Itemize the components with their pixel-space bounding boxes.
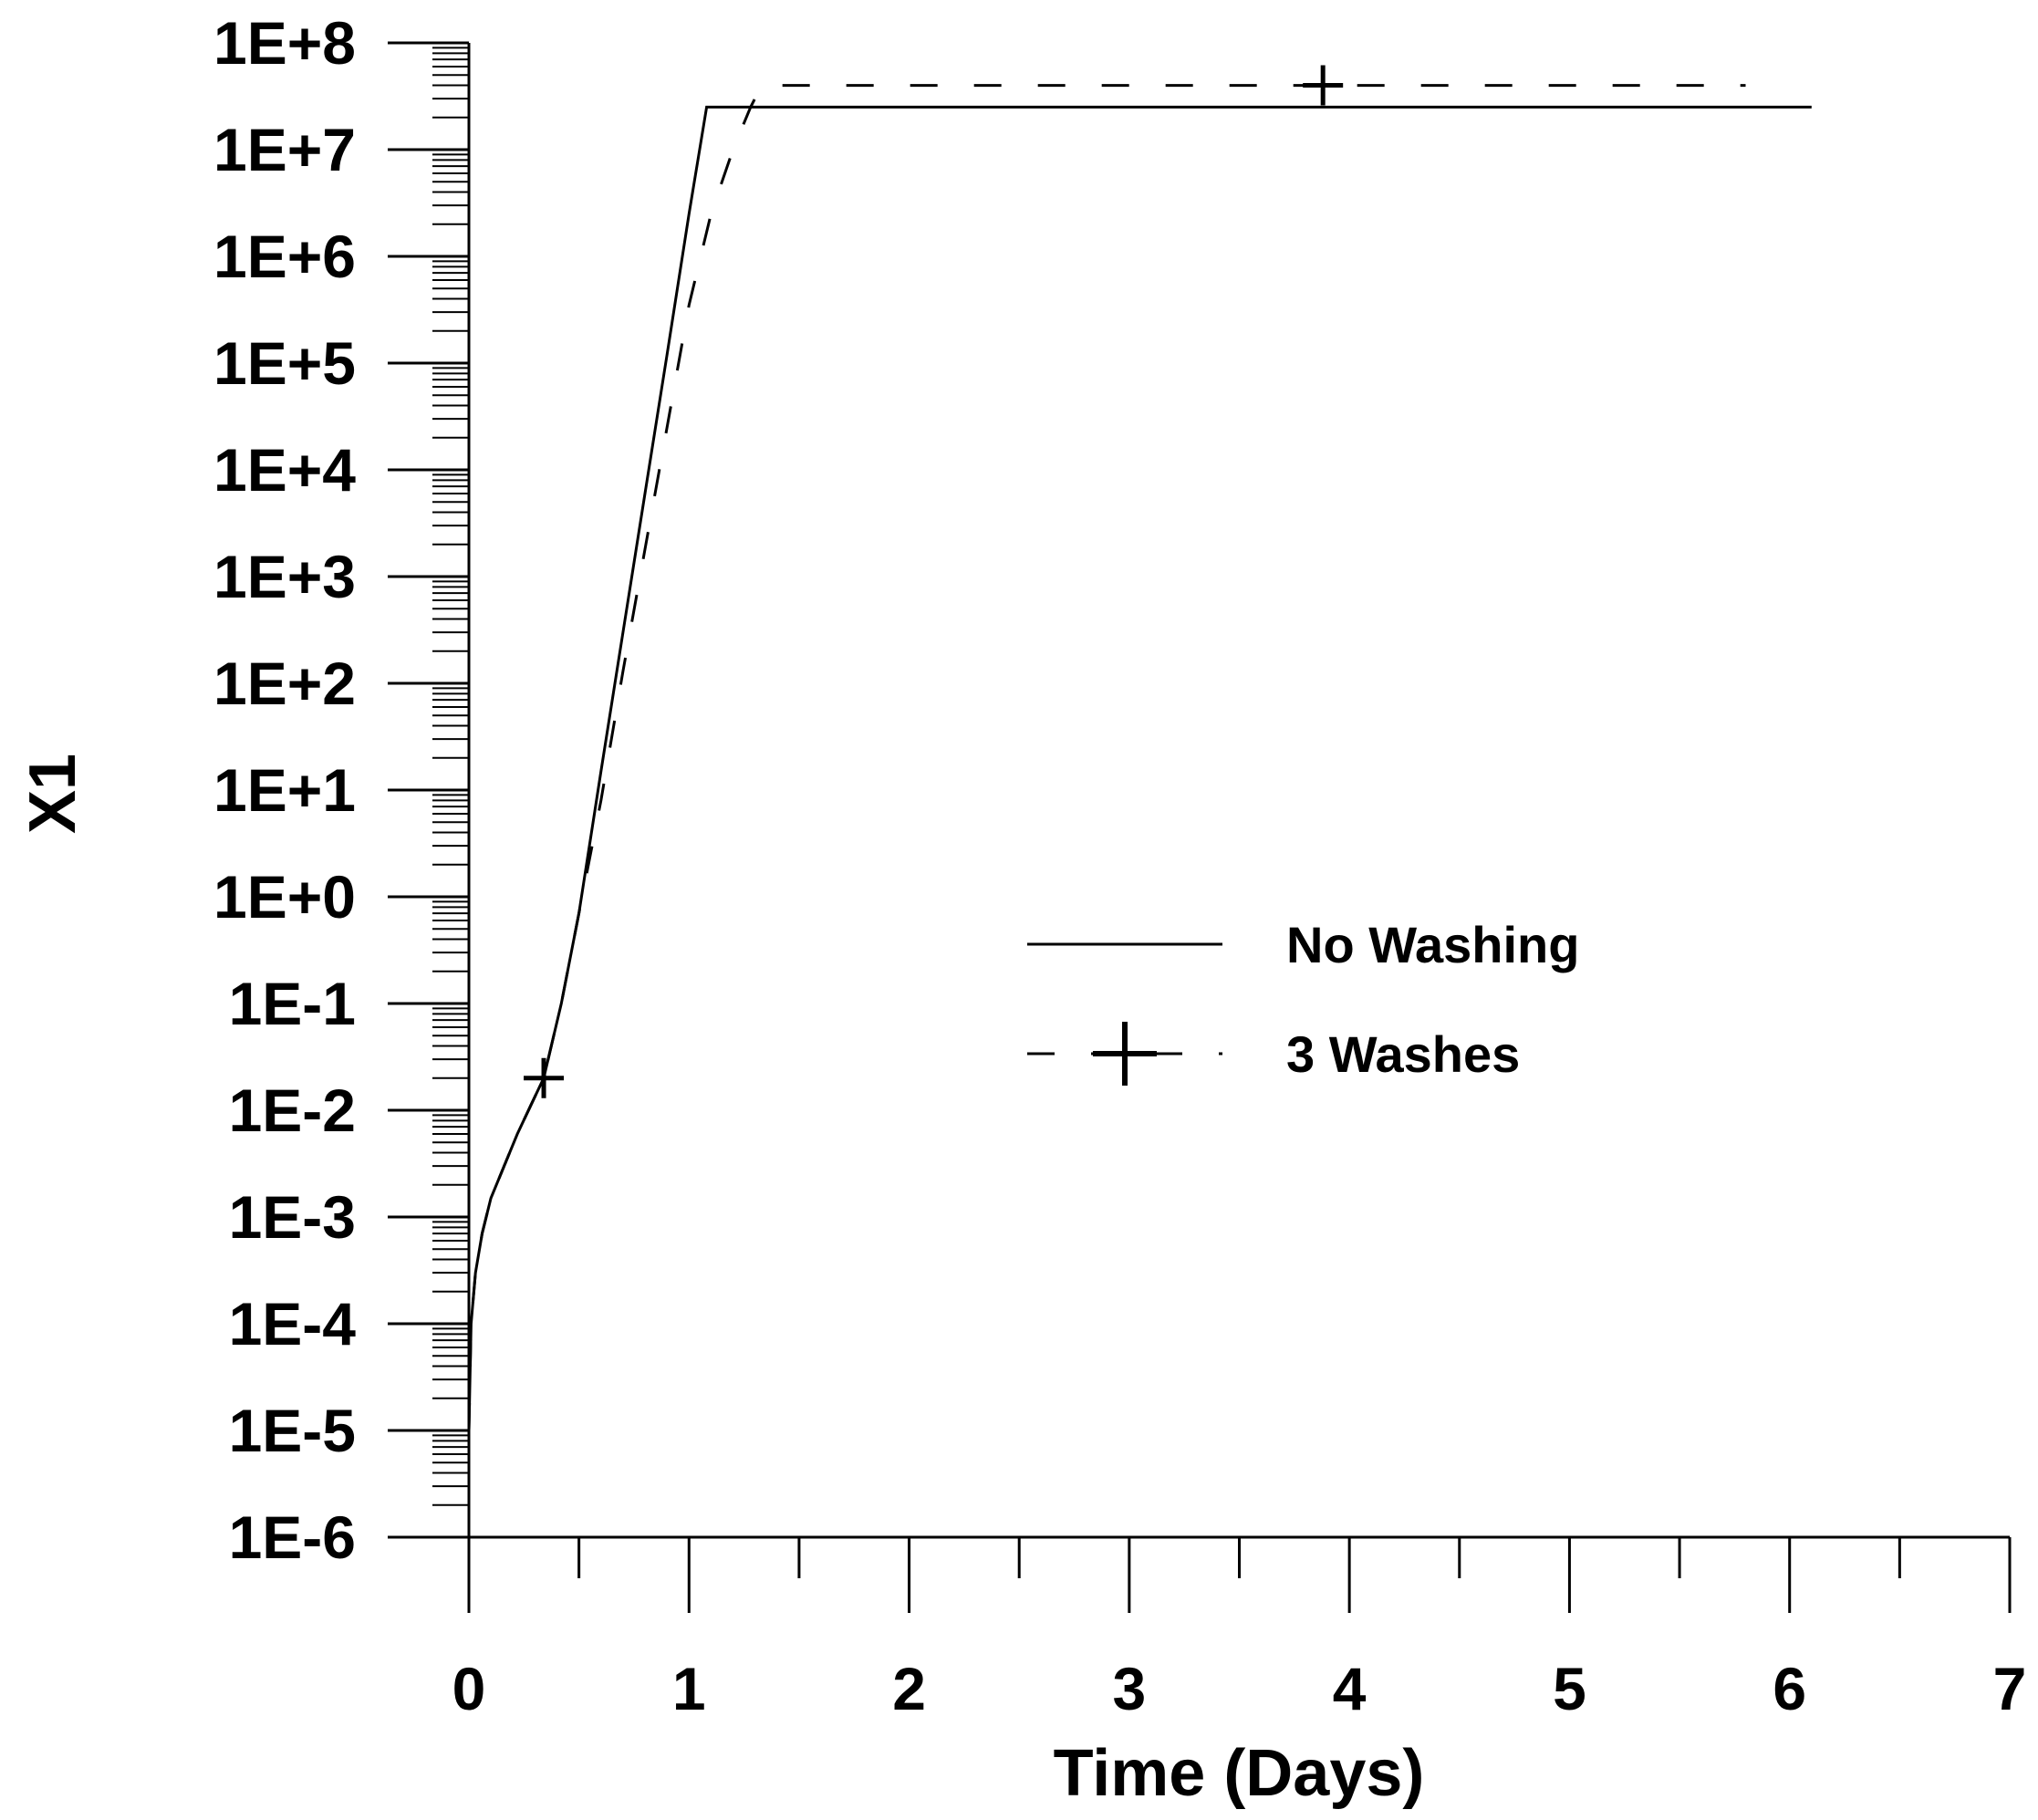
- y-tick-label: 1E-3: [229, 1183, 356, 1251]
- y-tick-label: 1E+6: [213, 223, 356, 290]
- y-tick-label: 1E-4: [229, 1290, 357, 1357]
- x-tick-label: 0: [452, 1655, 486, 1722]
- x-tick-label: 6: [1773, 1655, 1806, 1722]
- axes: [388, 43, 2010, 1613]
- y-tick-label: 1E+1: [213, 756, 356, 824]
- x-tick-label: 7: [1993, 1655, 2027, 1722]
- tick-labels: 1E+8 1E+7 1E+6 1E+5 1E+4 1E+3 1E+2 1E+1 1E+0 1E-1…: [213, 9, 2026, 1722]
- x-tick-label: 4: [1333, 1655, 1367, 1722]
- series-line-no-washing: [467, 105, 1812, 1431]
- y-tick-label: 1E+5: [213, 329, 356, 397]
- y-tick-label: 1E+8: [213, 9, 356, 77]
- y-tick-label: 1E+4: [213, 436, 356, 504]
- legend-marker-3-washes: [1093, 1022, 1157, 1086]
- y-tick-label: 1E+7: [213, 116, 356, 183]
- x-tick-label: 1: [672, 1655, 706, 1722]
- y-tick-label: 1E+2: [213, 650, 356, 717]
- series-line-3-washes: [467, 84, 1746, 1431]
- y-tick-label: 1E-5: [229, 1397, 356, 1464]
- x-tick-label: 3: [1112, 1655, 1146, 1722]
- x-tick-label: 5: [1553, 1655, 1586, 1722]
- x-tick-label: 2: [892, 1655, 926, 1722]
- y-axis-title: X1: [16, 754, 89, 834]
- y-tick-label: 1E-2: [229, 1076, 356, 1144]
- legend-label-3-washes: 3 Washes: [1286, 1025, 1520, 1083]
- series: [467, 84, 1812, 1431]
- x-axis-title: Time (Days): [1054, 1737, 1425, 1810]
- y-tick-label: 1E-6: [229, 1503, 356, 1571]
- series-marker: [524, 1057, 565, 1098]
- y-tick-label: 1E+0: [213, 863, 356, 931]
- y-tick-label: 1E+3: [213, 543, 356, 610]
- series-marker: [1303, 65, 1344, 106]
- ticks: [388, 41, 2012, 1613]
- legend-label-no-washing: No Washing: [1286, 916, 1579, 973]
- legend: No Washing 3 Washes: [1027, 916, 1579, 1086]
- y-tick-label: 1E-1: [229, 970, 356, 1037]
- markers: [524, 65, 1344, 1098]
